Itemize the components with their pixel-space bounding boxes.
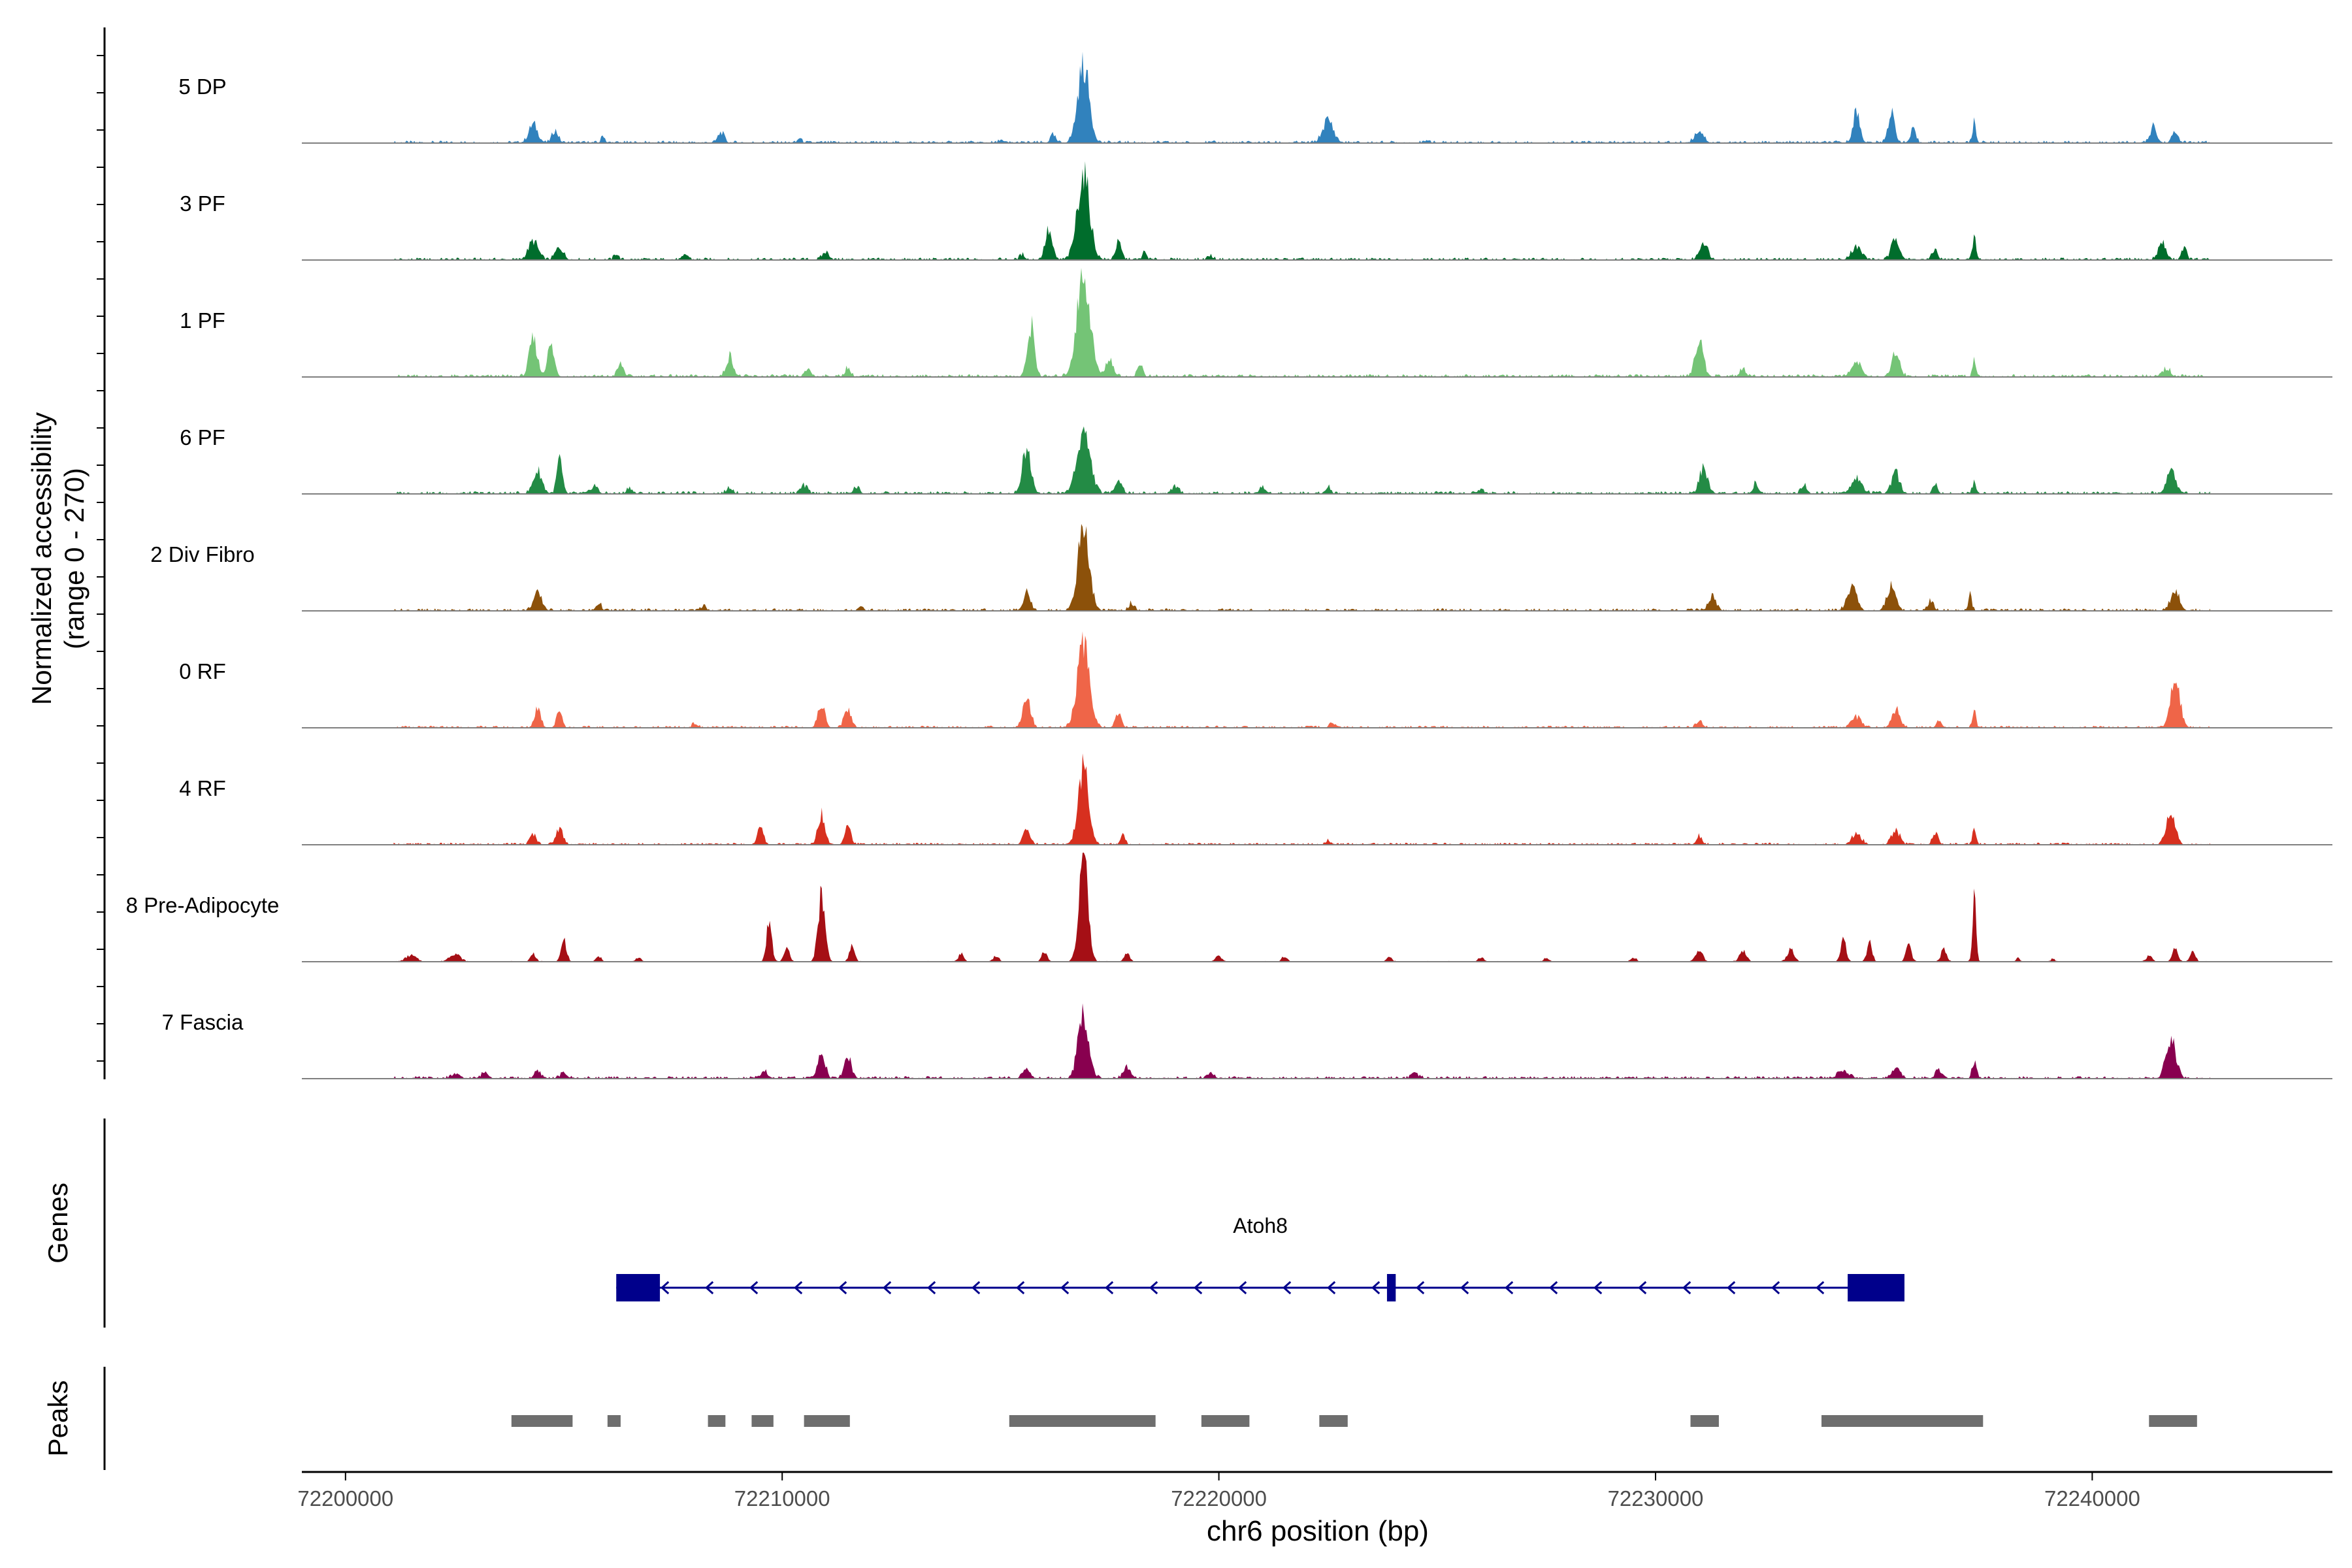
x-tick-label: 72210000 xyxy=(734,1486,830,1511)
track-6: 4 RF xyxy=(179,753,2332,845)
gene-strand-arrow xyxy=(1060,1281,1070,1295)
peak-region xyxy=(1821,1415,1984,1427)
gene-strand-arrow xyxy=(926,1281,936,1295)
peak-region xyxy=(607,1415,621,1427)
gene-strand-arrow xyxy=(1771,1281,1780,1295)
gene-strand-arrow xyxy=(1149,1281,1158,1295)
gene-strand-arrow xyxy=(1371,1281,1380,1295)
track-label: 5 DP xyxy=(178,74,226,99)
coverage-area xyxy=(393,268,2210,377)
gene-strand-arrow xyxy=(793,1281,803,1295)
gene-strand-arrow xyxy=(1504,1281,1514,1295)
peak-region xyxy=(1009,1415,1156,1427)
gene-strand-arrow xyxy=(1015,1281,1025,1295)
gene-strand-arrow xyxy=(1237,1281,1247,1295)
gene-exon xyxy=(1386,1274,1396,1301)
peak-region xyxy=(708,1415,726,1427)
track-label: 4 RF xyxy=(179,776,226,800)
coverage-area xyxy=(393,52,2210,143)
track-label: 6 PF xyxy=(180,425,225,449)
gene-strand-arrow xyxy=(1460,1281,1469,1295)
gene-strand-arrow xyxy=(1104,1281,1114,1295)
peak-region xyxy=(751,1415,774,1427)
x-axis-title: chr6 position (bp) xyxy=(1207,1515,1429,1547)
track-label: 1 PF xyxy=(180,308,225,333)
gene-strand-arrow xyxy=(882,1281,892,1295)
track-1: 3 PF xyxy=(180,161,2332,261)
track-label: 2 Div Fibro xyxy=(150,542,255,566)
peak-region xyxy=(511,1415,573,1427)
genes-panel-label: Genes xyxy=(42,1183,73,1264)
gene-strand-arrow xyxy=(838,1281,847,1295)
coverage-y-ticks xyxy=(97,55,105,1062)
gene-exon xyxy=(1848,1274,1904,1301)
y-axis-title: Normalized accessibility (range 0 - 270) xyxy=(26,412,90,705)
peak-region xyxy=(1319,1415,1348,1427)
gene-strand-arrow xyxy=(660,1281,670,1295)
gene-strand-arrow xyxy=(704,1281,714,1295)
gene-strand-arrow xyxy=(1682,1281,1691,1295)
gene-strand-arrow xyxy=(749,1281,759,1295)
x-tick-label: 72200000 xyxy=(297,1486,393,1511)
track-3: 6 PF xyxy=(180,425,2332,495)
track-label: 3 PF xyxy=(180,191,225,216)
gene-exon xyxy=(616,1274,661,1301)
peak-region xyxy=(1690,1415,1719,1427)
track-7: 8 Pre-Adipocyte xyxy=(126,853,2332,962)
peaks-track xyxy=(511,1415,2197,1427)
y-axis-title-line2: (range 0 - 270) xyxy=(59,468,90,649)
coverage-area xyxy=(393,524,2210,611)
coverage-area xyxy=(393,853,2210,962)
x-tick-label: 72220000 xyxy=(1171,1486,1267,1511)
track-2: 1 PF xyxy=(180,268,2332,378)
track-0: 5 DP xyxy=(178,52,2332,144)
track-label: 8 Pre-Adipocyte xyxy=(126,893,280,917)
track-5: 0 RF xyxy=(179,631,2332,728)
gene-strand-arrow xyxy=(1815,1281,1825,1295)
gene-strand-arrow xyxy=(1282,1281,1292,1295)
coverage-area xyxy=(393,753,2210,845)
coverage-area xyxy=(393,426,2210,494)
gene-strand-arrow xyxy=(1637,1281,1647,1295)
coverage-tracks: 5 DP 3 PF 1 PF 6 PF 2 Div Fibro 0 RF 4 RF 8 Pre… xyxy=(126,52,2332,1079)
track-label: 0 RF xyxy=(179,659,226,683)
coverage-area xyxy=(393,631,2210,728)
coverage-area xyxy=(393,1003,2210,1079)
gene-strand-arrow xyxy=(971,1281,981,1295)
peak-region xyxy=(2149,1415,2197,1427)
gene-strand-arrow xyxy=(1548,1281,1558,1295)
coverage-area xyxy=(393,161,2210,260)
gene-strand-arrow xyxy=(1326,1281,1336,1295)
peak-region xyxy=(804,1415,850,1427)
gene-label: Atoh8 xyxy=(1233,1214,1288,1237)
gene-strand-arrow xyxy=(1593,1281,1603,1295)
peaks-panel-label: Peaks xyxy=(42,1380,73,1457)
x-tick-label: 72240000 xyxy=(2044,1486,2140,1511)
gene-strand-arrow xyxy=(1726,1281,1736,1295)
track-8: 7 Fascia xyxy=(162,1003,2332,1079)
gene-strand-arrow xyxy=(1193,1281,1203,1295)
gene-annotation-track: Atoh8 xyxy=(616,1214,1904,1301)
x-tick-label: 72230000 xyxy=(1608,1486,1704,1511)
gene-strand-arrow xyxy=(1415,1281,1425,1295)
y-axis-title-line1: Normalized accessibility xyxy=(26,412,57,705)
track-label: 7 Fascia xyxy=(162,1010,244,1034)
track-4: 2 Div Fibro xyxy=(150,524,2332,612)
peak-region xyxy=(1201,1415,1250,1427)
x-axis-ticks: 72200000 72210000 72220000 72230000 72240000 xyxy=(297,1472,2140,1511)
